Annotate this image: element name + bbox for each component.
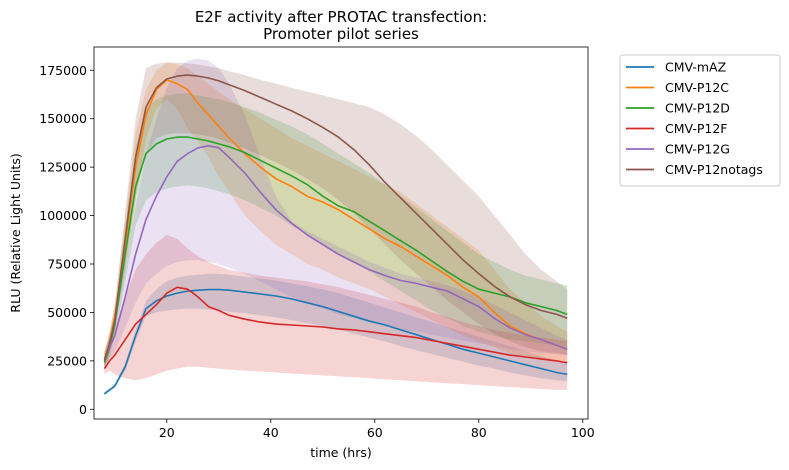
legend-label-cmv-p12f: CMV-P12F <box>665 121 727 136</box>
band-cmv-maz <box>104 273 568 396</box>
y-tick-label: 50000 <box>47 305 87 320</box>
line-cmv-p12d <box>103 136 568 364</box>
x-axis-ticks: 20 40 60 80 100 <box>159 419 595 440</box>
y-tick-label: 100000 <box>39 208 87 223</box>
legend-label-cmv-p12c: CMV-P12C <box>665 80 729 95</box>
legend-label-cmv-p12notags: CMV-P12notags <box>665 162 763 177</box>
line-cmv-p12notags <box>103 74 568 362</box>
line-cmv-p12f <box>103 286 568 370</box>
band-cmv-p12notags <box>104 62 568 369</box>
y-tick-label: 125000 <box>39 160 87 175</box>
chart-title-line-2: Promoter pilot series <box>263 25 419 43</box>
y-tick-label: 75000 <box>47 257 87 272</box>
y-tick-label: 25000 <box>47 353 87 368</box>
line-cmv-maz <box>103 288 568 395</box>
y-tick-label: 175000 <box>39 63 87 78</box>
y-axis-ticks: 0 25000 50000 75000 100000 125000 150000 175000 <box>39 63 94 417</box>
x-tick-label: 60 <box>367 425 383 440</box>
chart-title-line-1: E2F activity after PROTAC transfection: <box>195 8 487 26</box>
legend-box <box>619 54 781 187</box>
legend: CMV-mAZ CMV-P12C CMV-P12D CMV-P12F CMV-P12G C… <box>619 54 781 187</box>
band-cmv-p12c <box>104 62 568 367</box>
legend-label-cmv-p12d: CMV-P12D <box>665 101 730 116</box>
legend-label-cmv-maz: CMV-mAZ <box>665 60 726 75</box>
x-tick-label: 20 <box>159 425 175 440</box>
series-lines <box>103 74 568 395</box>
y-tick-label: 0 <box>79 402 87 417</box>
x-tick-label: 80 <box>471 425 487 440</box>
legend-label-cmv-p12g: CMV-P12G <box>665 142 730 157</box>
y-tick-label: 150000 <box>39 111 87 126</box>
band-cmv-p12d <box>104 93 568 371</box>
band-cmv-p12g <box>104 58 568 367</box>
confidence-bands <box>104 58 568 396</box>
x-axis-label: time (hrs) <box>310 445 372 460</box>
x-tick-label: 100 <box>571 425 595 440</box>
y-axis-label: RLU (Relative Light Units) <box>8 153 23 312</box>
plot-frame <box>93 46 589 420</box>
band-cmv-p12f <box>104 234 568 390</box>
line-cmv-p12g <box>103 145 568 360</box>
x-tick-label: 40 <box>263 425 279 440</box>
line-cmv-p12c <box>103 79 568 360</box>
